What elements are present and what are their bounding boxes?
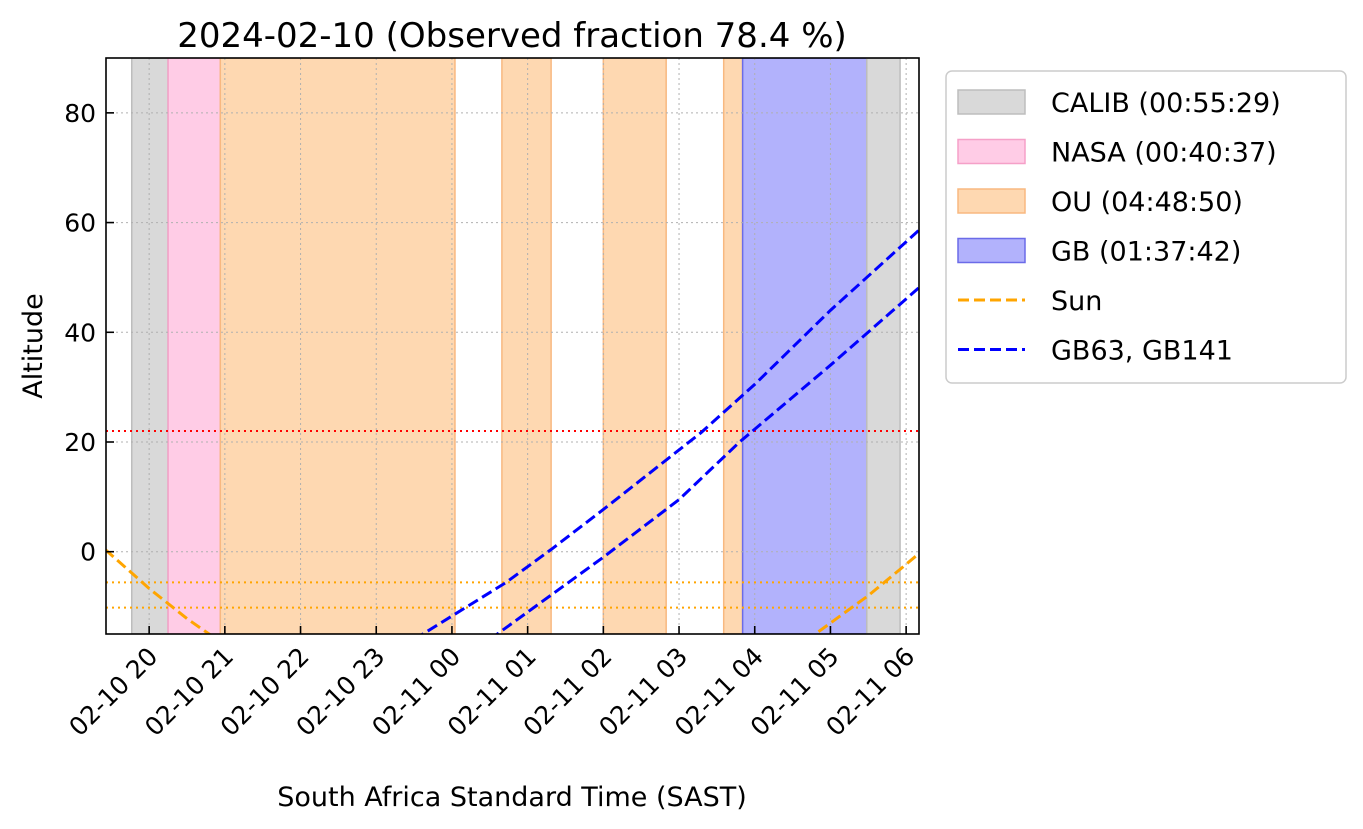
series-sun bbox=[106, 548, 212, 634]
legend-label: CALIB (00:55:29) bbox=[1051, 88, 1281, 119]
y-tick-label: 40 bbox=[64, 318, 96, 347]
legend-label: Sun bbox=[1051, 286, 1102, 317]
span-nasa bbox=[167, 58, 222, 634]
legend-label: GB63, GB141 bbox=[1051, 336, 1233, 367]
span-ou bbox=[219, 58, 456, 634]
y-tick-label: 0 bbox=[80, 538, 96, 567]
plot-frame bbox=[105, 57, 920, 635]
y-tick-label: 80 bbox=[64, 99, 96, 128]
y-tick-label: 20 bbox=[64, 428, 96, 457]
span-ou bbox=[501, 58, 552, 634]
span-ou bbox=[722, 58, 744, 634]
legend-label: GB (01:37:42) bbox=[1051, 237, 1241, 268]
legend-swatch bbox=[957, 138, 1026, 165]
legend-swatch bbox=[957, 89, 1026, 115]
legend-label: NASA (00:40:37) bbox=[1051, 138, 1277, 169]
y-axis-label: Altitude bbox=[18, 293, 49, 399]
span-calib bbox=[130, 58, 169, 634]
legend-label: OU (04:48:50) bbox=[1051, 187, 1243, 218]
legend: CALIB (00:55:29) NASA (00:40:37) OU (04:48… bbox=[945, 70, 1347, 384]
legend-swatch bbox=[957, 188, 1026, 214]
y-tick-label: 60 bbox=[64, 209, 96, 238]
span-gb bbox=[741, 58, 868, 634]
series-gb141 bbox=[494, 285, 919, 634]
x-axis-label: South Africa Standard Time (SAST) bbox=[277, 782, 747, 813]
span-ou bbox=[602, 58, 667, 634]
span-calib bbox=[866, 58, 901, 634]
series-sun bbox=[812, 551, 919, 634]
chart-title: 2024-02-10 (Observed fraction 78.4 %) bbox=[177, 16, 847, 56]
legend-swatch bbox=[957, 237, 1026, 264]
series-gb63 bbox=[420, 228, 919, 634]
